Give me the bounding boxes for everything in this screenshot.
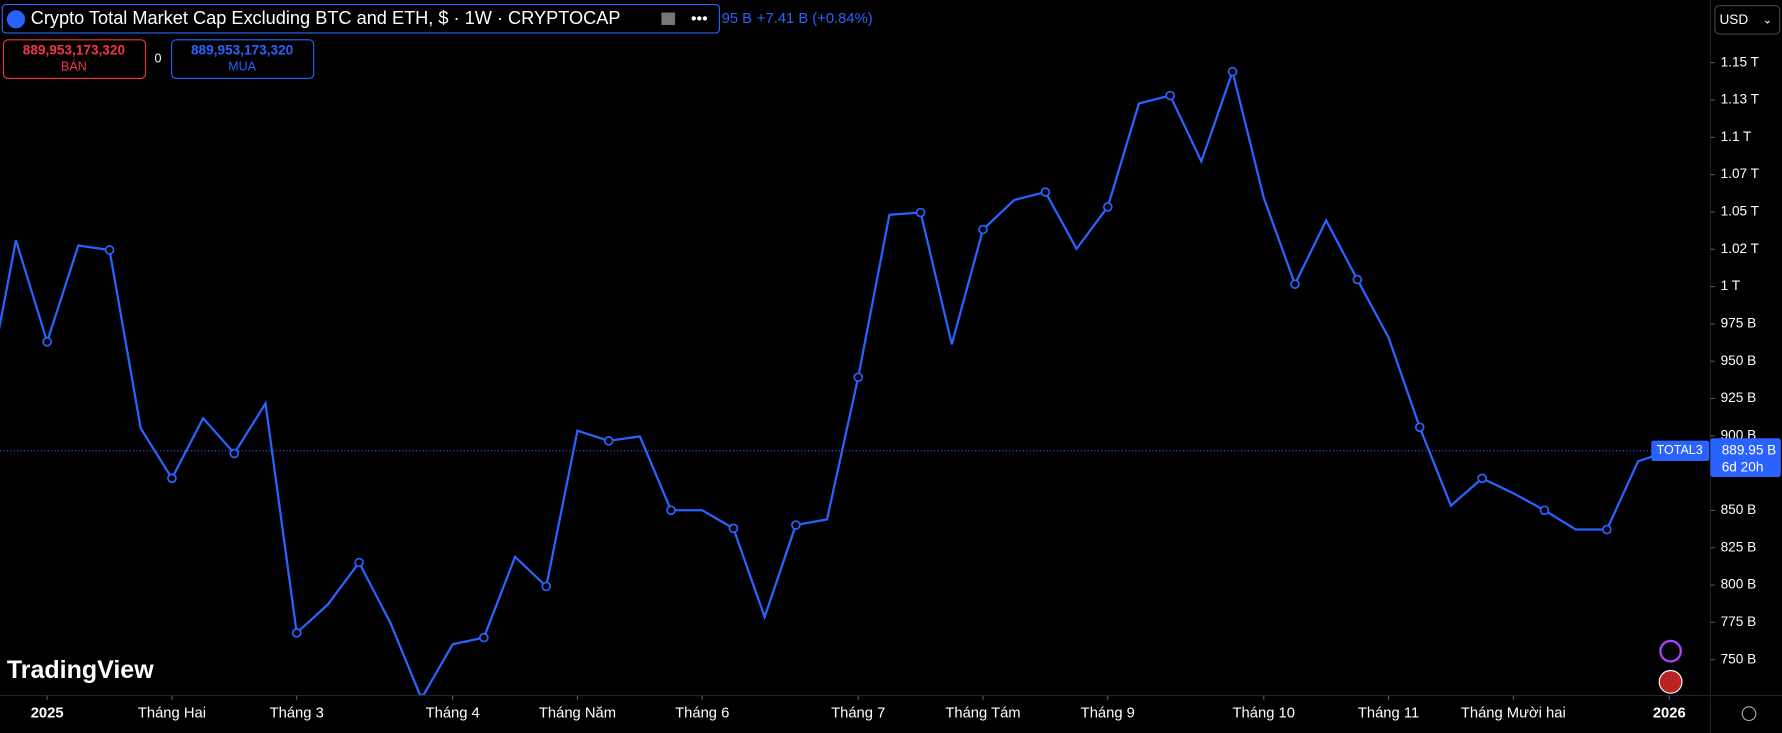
series-line: [0, 67, 1670, 696]
spread: 0: [155, 51, 162, 65]
point-marker: [354, 557, 364, 568]
point-marker: [1040, 187, 1051, 197]
x-tick-label: 2026: [1653, 706, 1686, 722]
point-marker: [728, 523, 739, 534]
alert-icon[interactable]: [1659, 639, 1682, 663]
y-tick-label: 1.05 T: [1721, 204, 1760, 219]
price-fragment: 95 B: [722, 11, 753, 27]
y-tick-label: 1.1 T: [1721, 129, 1752, 144]
point-marker: [1352, 274, 1363, 285]
point-marker: [479, 632, 489, 643]
y-tick-label: 750 B: [1721, 651, 1757, 666]
point-marker: [1477, 473, 1487, 484]
x-tick-label: Tháng Năm: [539, 706, 616, 722]
plot-area: [0, 66, 1711, 696]
x-tick-label: 2025: [31, 706, 64, 722]
point-marker: [1227, 66, 1238, 77]
price-change: +7.41 B (+0.84%): [757, 11, 873, 27]
symbol-icon: [6, 10, 26, 29]
last-price-box: [1710, 438, 1781, 477]
countdown-label: 6d 20h: [1722, 459, 1764, 474]
title-box[interactable]: [1, 3, 720, 34]
point-marker: [790, 520, 801, 530]
buy-price: 889,953,173,320: [191, 43, 294, 58]
x-tick-label: Tháng 3: [270, 706, 324, 722]
events-icon[interactable]: [1658, 669, 1683, 694]
last-price-label: 889.95 B: [1722, 442, 1777, 457]
series-tag-label: TOTAL3: [1657, 443, 1703, 457]
y-tick-label: 975 B: [1721, 315, 1757, 330]
sell-button[interactable]: [2, 39, 147, 79]
point-marker: [291, 628, 302, 638]
series-tag: [1651, 440, 1710, 462]
x-tick-label: Tháng Hai: [138, 706, 206, 722]
y-tick-label: 1.13 T: [1721, 92, 1760, 107]
point-marker: [1102, 202, 1113, 212]
y-tick-label: 1.07 T: [1721, 166, 1760, 181]
y-tick-label: 1 T: [1721, 278, 1741, 293]
y-tick-label: 825 B: [1721, 539, 1757, 554]
point-marker: [1414, 422, 1425, 433]
y-tick-label: 1.02 T: [1721, 241, 1760, 256]
x-tick-label: Tháng 6: [675, 706, 729, 722]
y-tick-label: 950 B: [1721, 353, 1757, 368]
point-marker: [978, 224, 988, 235]
currency-select[interactable]: [1714, 5, 1781, 35]
x-tick-label: Tháng 9: [1081, 706, 1135, 722]
y-tick-label: 775 B: [1721, 614, 1757, 629]
more-icon[interactable]: •••: [691, 11, 708, 28]
logo: TradingView: [7, 656, 154, 684]
point-marker: [229, 448, 240, 459]
point-marker: [541, 581, 552, 592]
y-tick-label: 850 B: [1721, 502, 1757, 517]
flag-icon[interactable]: [661, 12, 676, 26]
point-marker: [1290, 279, 1300, 289]
point-marker: [1602, 524, 1612, 535]
point-marker: [853, 372, 864, 383]
settings-icon[interactable]: [1741, 706, 1757, 722]
point-marker: [1165, 90, 1175, 101]
point-marker: [915, 207, 926, 218]
buy-button[interactable]: [171, 39, 315, 79]
point-marker: [167, 473, 177, 484]
x-tick-label: Tháng 7: [831, 706, 885, 722]
x-tick-label: Tháng Mười hai: [1461, 706, 1566, 722]
chart-title: Crypto Total Market Cap Excluding BTC an…: [31, 8, 621, 28]
buy-label: MUA: [228, 59, 256, 73]
x-tick-label: Tháng 4: [426, 706, 480, 722]
dropdown-arrow: ⌄: [1763, 14, 1773, 26]
y-tick-label: 1.15 T: [1721, 54, 1760, 69]
point-marker: [42, 336, 52, 347]
x-tick-label: Tháng 10: [1233, 706, 1295, 722]
point-marker: [603, 436, 614, 446]
x-tick-label: Tháng Tám: [945, 706, 1020, 722]
x-tick-label: Tháng 11: [1358, 706, 1419, 722]
y-tick-label: 925 B: [1721, 390, 1757, 405]
sell-label: BÁN: [61, 58, 87, 73]
point-marker: [104, 245, 115, 255]
point-marker: [666, 505, 676, 516]
y-tick-label: 800 B: [1721, 577, 1757, 592]
currency: USD: [1719, 12, 1748, 27]
sell-price: 889,953,173,320: [23, 43, 126, 58]
point-marker: [1539, 505, 1550, 516]
